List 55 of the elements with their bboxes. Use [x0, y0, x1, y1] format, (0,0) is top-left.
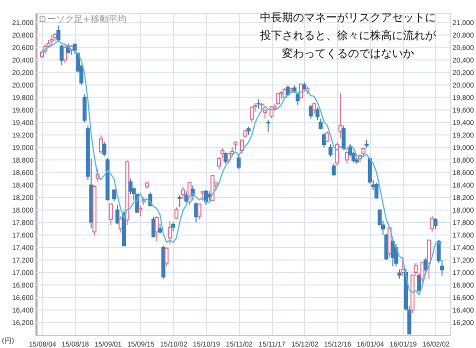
- candlestick: [178, 194, 182, 208]
- candlestick: [240, 138, 244, 154]
- candlestick: [430, 216, 434, 232]
- candlestick: [224, 152, 228, 164]
- candlestick: [433, 218, 438, 230]
- candlestick: [151, 216, 156, 238]
- candlestick: [426, 239, 431, 280]
- candlestick: [400, 256, 405, 276]
- candlestick: [217, 156, 222, 170]
- candlestick: [108, 203, 113, 226]
- candlestick: [332, 163, 336, 177]
- candlestick: [220, 148, 224, 159]
- candlestick: [62, 45, 67, 64]
- candlestick: [344, 150, 349, 164]
- candlestick: [236, 154, 241, 170]
- annotation: 中長期のマネーがリスクアセットに投下されると、徐々に株高に流れが変わってくるのではないか: [259, 11, 437, 60]
- candlestick: [82, 94, 87, 123]
- candlestick: [180, 186, 185, 200]
- chart-title: ローソク足+移動平均: [38, 14, 127, 25]
- candlestick: [318, 118, 323, 130]
- candlestick: [397, 268, 402, 280]
- candlestick: [328, 144, 333, 158]
- candlestick: [417, 272, 422, 292]
- candlestick: [118, 216, 123, 233]
- candlestick: [233, 140, 238, 152]
- candlestick: [102, 141, 106, 157]
- candlestick: [56, 25, 60, 42]
- candlestick: [50, 34, 54, 47]
- candlestick: [424, 258, 428, 273]
- candlestick: [194, 202, 198, 223]
- candlestick: [72, 43, 77, 54]
- candlestick: [361, 148, 366, 158]
- candlestick: [325, 130, 330, 143]
- candlestick: [342, 125, 346, 150]
- candlestick: [250, 106, 254, 123]
- candlestick: [197, 203, 202, 220]
- candlestick: [266, 119, 270, 132]
- candlestick: [158, 223, 162, 234]
- candlestick: [60, 44, 64, 66]
- candlestick: [335, 142, 340, 167]
- candlestick: [315, 106, 320, 120]
- candlestick: [299, 83, 304, 100]
- candlestick: [322, 132, 326, 148]
- candlestick: [276, 92, 280, 106]
- candlestick: [374, 182, 378, 200]
- candlestick: [308, 104, 313, 120]
- candlestick: [256, 98, 260, 110]
- candlestick: [394, 244, 398, 267]
- candlestick: [115, 204, 120, 225]
- candlestick: [312, 102, 316, 114]
- candlestick: [154, 216, 159, 242]
- candlestick: [164, 246, 169, 267]
- candlestick: [138, 205, 142, 217]
- candlestick: [168, 220, 172, 245]
- candlestick: [99, 135, 104, 154]
